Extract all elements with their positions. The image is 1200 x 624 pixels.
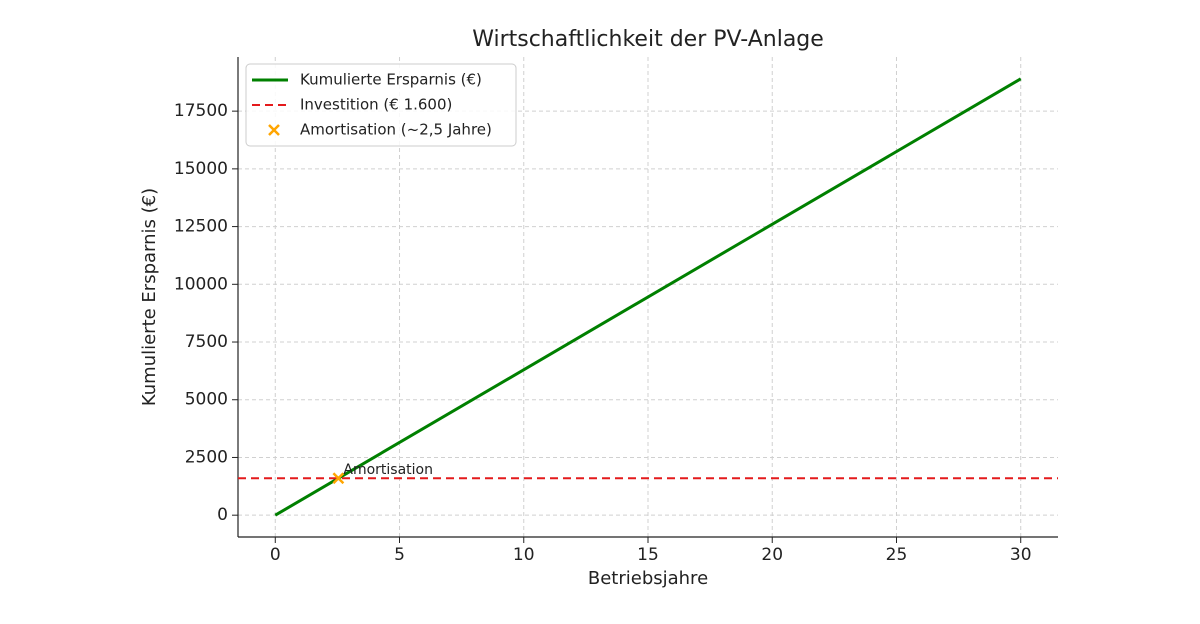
legend: Kumulierte Ersparnis (€) Investition (€ 1… — [245, 63, 517, 147]
chart-title: Wirtschaftlichkeit der PV-Anlage — [472, 27, 824, 52]
legend-label: Amortisation (~2,5 Jahre) — [300, 121, 492, 139]
y-tick-label: 17500 — [174, 101, 228, 121]
x-tick-label: 25 — [886, 545, 908, 565]
y-tick-label: 5000 — [185, 390, 228, 410]
y-axis-label: Kumulierte Ersparnis (€) — [139, 188, 160, 406]
legend-label: Investition (€ 1.600) — [300, 96, 452, 114]
x-axis-label: Betriebsjahre — [588, 568, 708, 589]
data-line — [274, 77, 1022, 517]
x-tick-label: 5 — [394, 545, 405, 565]
data-point — [332, 472, 345, 485]
y-tick-label: 2500 — [185, 447, 228, 467]
legend-swatch — [268, 124, 280, 136]
x-tick-label: 30 — [1010, 545, 1032, 565]
y-tick-label: 0 — [217, 505, 228, 525]
y-tick-label: 10000 — [174, 274, 228, 294]
y-tick-label: 7500 — [185, 332, 228, 352]
x-tick-label: 15 — [637, 545, 659, 565]
y-tick-label: 12500 — [174, 217, 228, 237]
legend-label: Kumulierte Ersparnis (€) — [300, 71, 482, 89]
x-tick-label: 20 — [761, 545, 783, 565]
annotation: Amortisation — [343, 462, 433, 478]
x-tick-label: 0 — [270, 545, 281, 565]
y-tick-label: 15000 — [174, 159, 228, 179]
x-tick-label: 10 — [513, 545, 535, 565]
legend-box — [245, 63, 517, 147]
